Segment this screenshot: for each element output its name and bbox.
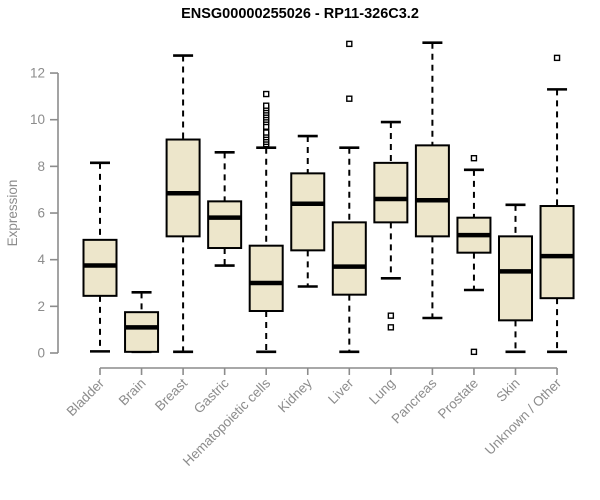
outlier-point [553, 54, 561, 62]
x-tick-label: Prostate [435, 376, 481, 422]
outlier-point [346, 95, 353, 102]
boxplot-lung [373, 120, 409, 331]
iqr-box [165, 138, 201, 238]
x-tick-label: Lung [366, 376, 398, 408]
iqr-box [82, 238, 118, 297]
outlier-point [387, 312, 395, 319]
y-tick-label: 12 [30, 66, 45, 81]
chart-title: ENSG00000255026 - RP11-326C3.2 [181, 6, 419, 22]
y-tick-label: 2 [37, 299, 45, 314]
iqr-box [290, 172, 326, 252]
boxplot-hematopoietic-cells [248, 90, 284, 354]
boxplot-unknown-other [539, 54, 575, 354]
boxplot-breast [165, 54, 201, 354]
y-tick-label: 6 [37, 206, 45, 221]
y-tick-label: 8 [37, 159, 45, 174]
x-tick-label: Gastric [191, 375, 232, 416]
outlier-point [470, 348, 478, 356]
boxplot-skin [498, 203, 533, 354]
y-tick-label: 10 [30, 112, 45, 127]
boxplot-pancreas [414, 41, 450, 320]
iqr-box [539, 205, 575, 300]
x-tick-label: Skin [493, 376, 522, 405]
x-tick-label: Pancreas [389, 375, 440, 426]
iqr-box [331, 221, 367, 296]
outlier-point [387, 324, 395, 331]
boxes-layer [82, 40, 575, 356]
outlier-point [470, 154, 478, 162]
boxplot-liver [331, 40, 367, 354]
boxplot-bladder [82, 161, 118, 353]
iqr-box [207, 200, 243, 250]
y-tick-label: 0 [37, 346, 45, 361]
iqr-box [498, 235, 533, 322]
iqr-box [414, 144, 450, 238]
iqr-box [124, 311, 160, 353]
outlier-point [263, 102, 270, 109]
boxplot-gastric [207, 151, 243, 267]
x-tick-label: Brain [116, 376, 149, 409]
x-tick-label: Unknown / Other [482, 375, 565, 458]
y-tick-label: 4 [37, 252, 45, 267]
boxplot-kidney [290, 134, 326, 288]
boxplot-prostate [456, 154, 492, 356]
outlier-point [263, 90, 270, 98]
outlier-point [346, 40, 353, 48]
x-tick-label: Breast [152, 375, 190, 413]
boxplot-brain [124, 291, 160, 354]
x-tick-label: Liver [325, 375, 357, 407]
outlier-point [263, 129, 270, 136]
y-axis: 0 2 4 6 8 10 12 [30, 66, 59, 361]
iqr-box [248, 244, 284, 313]
x-tick-label: Kidney [275, 375, 315, 415]
iqr-box [373, 161, 409, 224]
y-axis-title: Expression [5, 180, 20, 247]
x-tick-label: Bladder [64, 375, 108, 419]
